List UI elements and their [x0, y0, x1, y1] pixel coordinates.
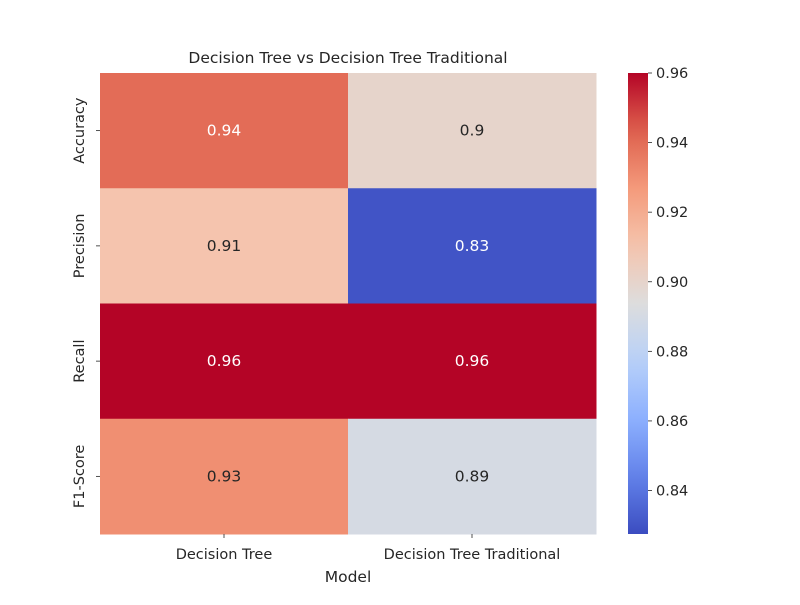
- x-tick-label: Decision Tree: [176, 547, 273, 563]
- x-axis-label: Model: [325, 568, 372, 586]
- heatmap-cells: [100, 73, 597, 535]
- colorbar-tick-label: 0.90: [656, 275, 688, 291]
- heatmap-cell: [100, 418, 349, 535]
- y-tick-label: F1-Score: [72, 445, 88, 508]
- heatmap-cell: [348, 73, 597, 189]
- cell-value-label: 0.94: [207, 122, 242, 140]
- cell-value-label: 0.93: [207, 467, 242, 485]
- cell-value-label: 0.96: [207, 352, 242, 370]
- colorbar-gradient: [628, 73, 648, 534]
- heatmap-cell: [100, 73, 349, 189]
- colorbar: 0.84 0.86 0.88 0.90 0.92 0.94 0.96: [628, 66, 688, 534]
- heatmap-cell: [100, 188, 349, 304]
- colorbar-tick-label: 0.94: [656, 136, 688, 152]
- heatmap-cell: [348, 303, 597, 420]
- x-tick-label: Decision Tree Traditional: [384, 547, 561, 563]
- chart-title: Decision Tree vs Decision Tree Tradition…: [188, 49, 507, 67]
- y-tick-labels: Accuracy Precision Recall F1-Score: [72, 97, 100, 508]
- heatmap-cell: [100, 303, 349, 420]
- y-tick-label: Precision: [72, 214, 88, 279]
- colorbar-tick-label: 0.92: [656, 205, 688, 221]
- cell-value-label: 0.9: [460, 122, 485, 140]
- y-tick-label: Accuracy: [72, 97, 88, 164]
- heatmap-cell-labels: 0.94 0.9 0.91 0.83 0.96 0.96 0.93 0.89: [207, 122, 490, 486]
- heatmap-cell: [348, 188, 597, 304]
- cell-value-label: 0.83: [455, 237, 490, 255]
- colorbar-tick-label: 0.88: [656, 344, 688, 360]
- x-tick-labels: Decision Tree Decision Tree Traditional: [176, 534, 561, 563]
- cell-value-label: 0.89: [455, 467, 490, 485]
- colorbar-tick-label: 0.84: [656, 484, 688, 500]
- cell-value-label: 0.91: [207, 237, 242, 255]
- colorbar-tick-label: 0.96: [656, 66, 688, 82]
- heatmap-cell: [348, 418, 597, 535]
- cell-value-label: 0.96: [455, 352, 490, 370]
- colorbar-tick-label: 0.86: [656, 414, 688, 430]
- y-tick-label: Recall: [72, 339, 88, 382]
